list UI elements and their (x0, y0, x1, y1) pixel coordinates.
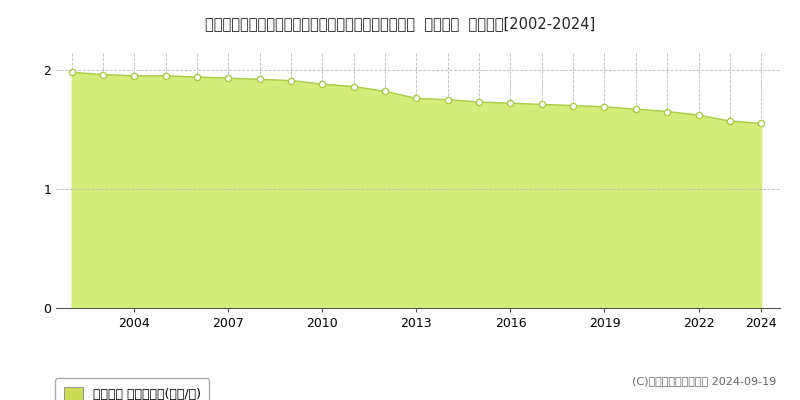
Text: (C)土地価格ドットコム 2024-09-19: (C)土地価格ドットコム 2024-09-19 (632, 376, 776, 386)
Text: 福島県南会津郡只見町大字黒谷字六百苅１２２４番１  基準地価  地価推移[2002-2024]: 福島県南会津郡只見町大字黒谷字六百苅１２２４番１ 基準地価 地価推移[2002-… (205, 16, 595, 31)
Legend: 基準地価 平均坪単価(万円/坪): 基準地価 平均坪単価(万円/坪) (55, 378, 210, 400)
